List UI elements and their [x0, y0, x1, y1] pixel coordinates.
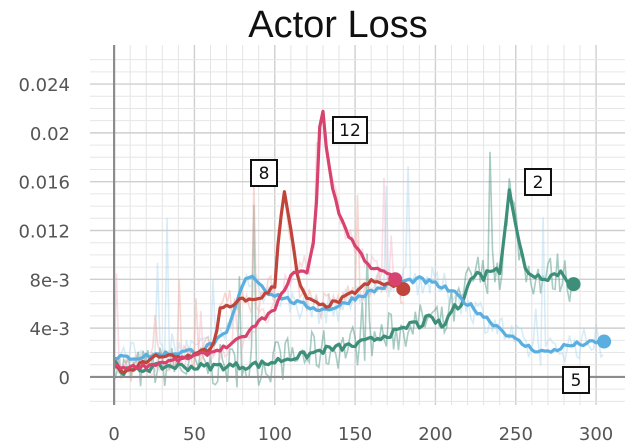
x-tick-label: 150	[338, 424, 372, 445]
run-labels-layer: 12 8 2 5	[250, 116, 590, 394]
x-tick-label: 100	[258, 424, 292, 445]
series-5-raw-line	[113, 166, 604, 376]
x-tick-label: 250	[499, 424, 533, 445]
y-tick-label: 0.012	[18, 221, 70, 242]
run-label-text: 2	[533, 173, 544, 193]
run-label-2: 2	[524, 168, 552, 196]
y-tick-label: 0.016	[18, 173, 70, 194]
series-2-end-point	[566, 277, 581, 292]
run-label-box	[562, 366, 590, 394]
series-8-line	[113, 190, 405, 375]
run-label-12: 12	[332, 116, 368, 144]
run-label-text: 8	[259, 164, 270, 184]
run-label-text: 5	[571, 371, 582, 391]
run-label-8: 8	[250, 159, 278, 187]
run-label-box	[524, 168, 552, 196]
x-tick-label: 0	[108, 424, 119, 445]
run-label-5: 5	[562, 366, 590, 394]
y-tick-label: 4e-3	[30, 319, 70, 340]
y-tick-label: 0.02	[30, 124, 70, 145]
series-5-end-point	[597, 334, 612, 349]
chart-title: Actor Loss	[248, 4, 428, 46]
series-2-line	[112, 188, 575, 377]
series-8-end-point	[396, 282, 411, 297]
x-tick-label: 300	[579, 424, 613, 445]
series-12-end-point	[388, 272, 403, 287]
axes: 0 50 100 150 200 250 300 0 4e-3 8e-3 0.012 0.016 0.0…	[18, 45, 625, 445]
smoothed-series-layer	[112, 109, 612, 377]
series-12-line	[113, 109, 395, 371]
x-tick-label: 200	[418, 424, 452, 445]
series-2-raw-line	[113, 151, 573, 388]
run-label-text: 12	[339, 121, 361, 141]
y-tick-label: 0	[59, 368, 70, 389]
y-tick-label: 0.024	[18, 75, 70, 96]
x-tick-label: 50	[183, 424, 206, 445]
run-label-box	[250, 159, 278, 187]
y-tick-label: 8e-3	[30, 270, 70, 291]
run-label-box	[332, 116, 368, 144]
